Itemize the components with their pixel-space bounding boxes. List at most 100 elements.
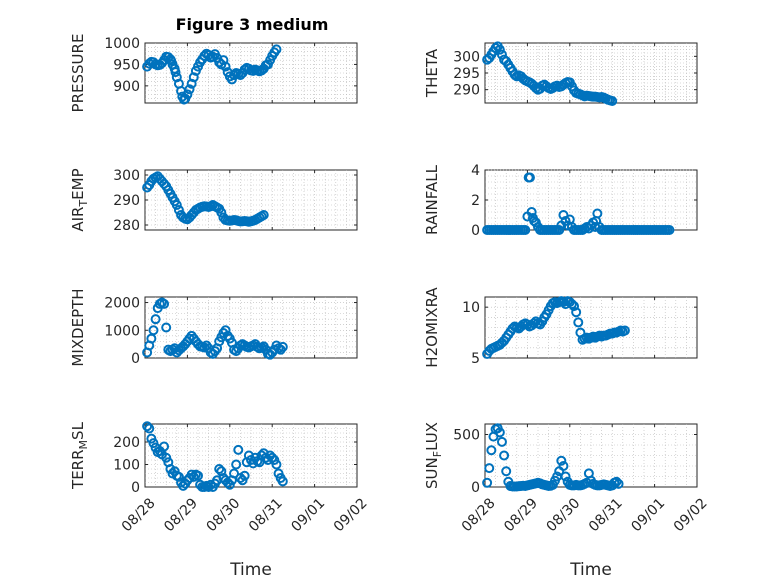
x-tick-label: 08/28 [119,495,159,535]
data-point [558,210,569,220]
data-point [592,208,603,219]
data-point [150,314,161,325]
y-tick-label: 100 [113,458,140,474]
data-point [524,172,535,183]
data-point [173,205,184,215]
y-axis-label: RAINFALL [423,164,441,235]
data-point [566,299,577,310]
data-point [233,444,244,455]
y-axis-label: AIRTEMP [69,168,90,231]
data-point [239,470,250,481]
data-point [205,479,216,490]
x-tick-label: 08/29 [161,495,201,535]
data-series [142,171,269,227]
data-point [214,464,225,474]
x-tick-label: 08/28 [459,495,499,535]
data-point [560,471,571,482]
data-point [526,207,537,217]
y-tick-label: 290 [453,83,480,99]
y-tick-label: 295 [453,66,480,82]
subplot-air_temp: 280 290 300 AIRTEMP [69,168,358,234]
data-series [482,423,624,492]
data-point [522,319,533,330]
data-point [170,67,181,78]
data-series [482,172,675,235]
data-point [216,207,227,218]
data-point [173,471,184,482]
data-point [501,466,512,477]
data-point [494,44,505,55]
y-tick-label: 1000 [104,36,140,52]
data-point [220,61,231,72]
y-tick-label: 0 [131,351,140,367]
data-point [188,471,199,482]
subplot-mixdepth: 0 1000 2000 MIXDEPTH [69,288,358,367]
y-axis-label: MIXDEPTH [69,288,87,366]
y-tick-label: 10 [462,300,480,316]
data-point [619,325,630,336]
x-axis-label: Time [569,560,612,580]
x-axis-label: Time [229,560,272,580]
data-point [142,421,153,432]
data-point [186,469,197,480]
data-point [271,44,282,55]
x-tick-label: 08/30 [204,495,244,535]
y-axis-label: SUNFLUX [423,422,444,489]
figure-title: Figure 3 medium [176,15,329,34]
subplot-rainfall: 0 2 4 RAINFALL [423,163,698,239]
data-point [144,423,155,434]
data-point [182,89,193,100]
data-point [229,468,240,479]
data-point [607,96,618,106]
data-point [159,298,170,309]
data-point [148,325,159,336]
data-point [193,470,203,481]
data-point [558,461,569,471]
x-tick-label: 09/01 [288,495,328,535]
data-point [494,427,505,438]
data-point [482,477,493,488]
x-tick-label: 09/02 [331,495,371,535]
y-axis-label: THETA [423,48,441,98]
x-tick-label: 08/31 [586,495,626,535]
data-point [484,463,495,474]
data-point [569,301,580,312]
y-tick-label: 200 [113,435,140,451]
data-point [611,476,622,487]
y-tick-label: 300 [453,49,480,65]
data-series [482,41,618,106]
y-tick-label: 0 [471,480,480,496]
data-point [664,225,675,235]
data-point [520,225,531,235]
y-tick-label: 280 [113,218,140,234]
y-axis-label: H2OMIXRA [423,287,441,368]
data-point [220,325,231,336]
data-point [509,69,520,80]
x-tick-label: 09/01 [628,495,668,535]
data-point [556,455,567,466]
y-tick-label: 500 [453,428,480,444]
data-point [613,478,624,489]
data-point [231,459,242,470]
y-tick-label: 0 [471,223,480,239]
subplot-sun_flux: 08/28 08/29 08/30 08/31 09/01 09/02 0 500 SUNFLU… [423,422,711,580]
data-point [184,84,195,95]
data-point [159,441,170,452]
data-point [171,200,182,210]
y-tick-label: 300 [113,168,140,184]
subplot-terr_msl: 08/28 08/29 08/30 08/31 09/01 09/02 0 100 200 TER… [69,421,371,580]
data-point [496,436,507,447]
y-tick-label: 290 [113,193,140,209]
x-tick-label: 08/30 [544,495,584,535]
data-point [258,210,269,220]
data-point [161,322,172,333]
data-point [573,317,584,328]
data-point [267,452,278,463]
y-tick-label: 5 [471,351,480,367]
data-point [486,445,497,456]
data-point [271,459,282,470]
data-point [496,49,507,60]
